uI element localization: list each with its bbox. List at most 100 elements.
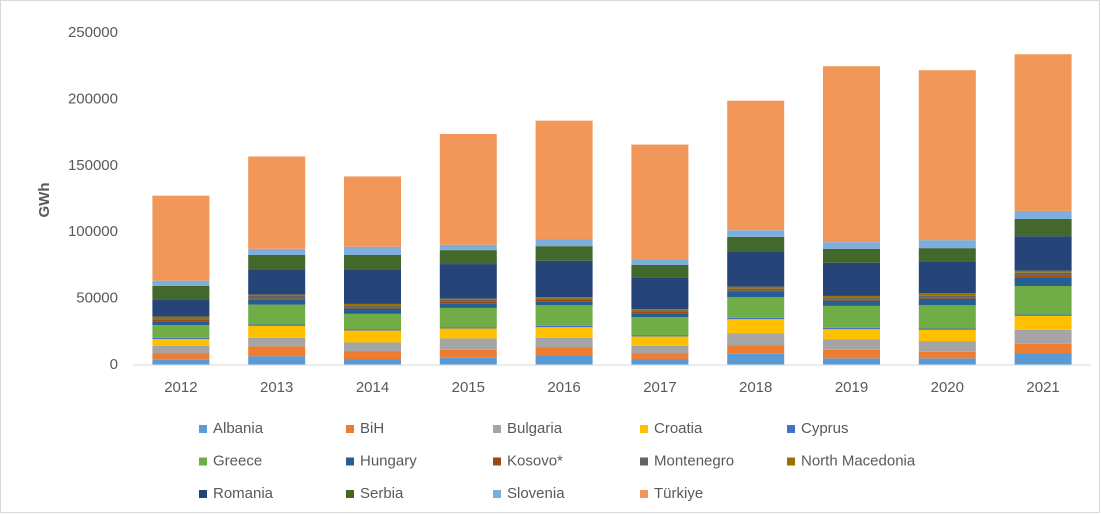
bar-segment [439,133,497,245]
bar-segment [1014,275,1072,278]
bar-segment [439,357,497,365]
legend-swatch [346,425,354,433]
bar-segment [248,298,306,300]
bar-segment [1014,343,1072,354]
bar-segment [823,329,880,340]
legend-label: Albania [213,420,264,437]
bar-segment [727,317,785,320]
y-tick-label: 200000 [68,90,118,107]
bar-segment [152,345,210,354]
legend-label: North Macedonia [801,452,916,469]
bar-segment [631,311,689,314]
bar-segment [248,324,306,326]
y-tick-label: 250000 [68,24,118,41]
bar-segment [823,349,880,359]
bar-segment [439,307,497,328]
bar-segment [535,239,593,247]
bar-segment [152,319,210,322]
bar-segment [823,305,880,328]
bar-segment [727,345,785,354]
bar-segment [727,297,785,318]
bar-segment [918,351,976,359]
legend-label: Romania [213,485,274,502]
bar-segment [344,246,401,255]
x-tick-label: 2016 [547,379,580,396]
bar-segment [823,295,880,298]
bar-segment [918,295,976,298]
bar-segment [631,313,689,318]
bar-segment [248,156,306,249]
legend-swatch [346,457,354,466]
bar-segment [439,244,497,251]
bar-segment [152,285,210,300]
bar-segment [727,286,785,289]
legend-swatch [346,490,354,498]
bar-segment [823,262,880,296]
legend-label: BiH [360,420,384,437]
bar-segment [439,264,497,299]
x-tick-label: 2019 [835,379,868,396]
bar-segment [535,301,593,306]
bar-segment [1014,315,1072,330]
legend-label: Hungary [360,452,417,469]
bar-segment [248,325,306,338]
bar-segment [1014,218,1072,237]
bar-segment [439,327,497,329]
bar-segment [344,254,401,270]
bar-segment [631,277,689,310]
bar-segment [727,288,785,291]
x-tick-label: 2021 [1026,379,1059,396]
bar-segment [439,303,497,308]
bar-segment [631,309,689,311]
bar-segment [823,66,880,243]
x-tick-label: 2018 [739,379,772,396]
bar-segment [152,195,210,281]
x-tick-label: 2020 [931,379,964,396]
bar-segment [152,280,210,286]
y-axis-label: GWh [36,183,53,218]
bar-segment [631,144,689,260]
bar-segment [152,318,210,320]
legend-label: Serbia [360,485,404,502]
bar-segment [248,304,306,325]
legend-swatch [493,457,501,466]
legend-label: Bulgaria [507,420,563,437]
bar-segment [535,299,593,302]
bar-segment [631,353,689,360]
y-tick-label: 100000 [68,223,118,240]
bar-segment [344,329,401,331]
bar-segment [248,294,306,296]
bar-segment [439,349,497,358]
legend-swatch [493,490,501,498]
bar-segment [631,359,689,365]
bar-segment [344,305,401,308]
bar-segment [823,299,880,301]
legend-label: Slovenia [507,485,565,502]
bar-segment [1014,277,1072,286]
x-tick-label: 2017 [643,379,676,396]
bar-segment [535,120,593,240]
x-tick-label: 2015 [452,379,485,396]
bar-segment [918,328,976,330]
bar-segment [248,254,306,270]
legend-swatch [640,490,648,498]
bar-segment [248,299,306,305]
bar-segment [535,260,593,298]
bar-segment [344,351,401,360]
bar-segment [727,251,785,287]
legend-swatch [493,425,501,433]
bar-segment [1014,236,1072,271]
bar-segment [631,264,689,278]
y-tick-label: 150000 [68,157,118,174]
bar-segment [918,305,976,329]
bar-segment [439,301,497,304]
x-tick-label: 2012 [164,379,197,396]
bar-segment [535,297,593,299]
bar-segment [727,319,785,334]
bar-segment [823,339,880,350]
bar-segment [344,303,401,306]
bar-segment [248,337,306,347]
bar-segment [631,336,689,346]
legend-label: Cyprus [801,420,849,437]
